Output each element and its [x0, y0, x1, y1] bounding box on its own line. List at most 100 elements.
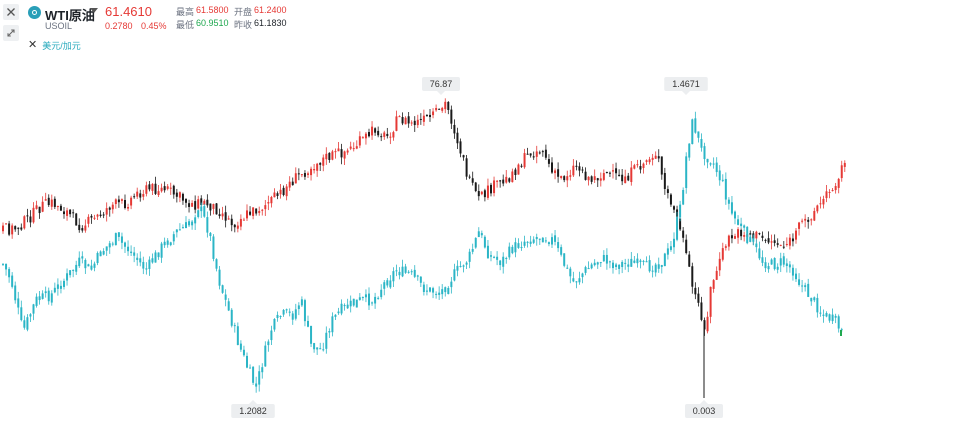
candle — [697, 293, 700, 303]
candle — [291, 181, 294, 186]
candle — [502, 179, 505, 184]
candle — [142, 261, 145, 269]
candle — [5, 223, 8, 225]
candle — [56, 206, 59, 208]
candle — [743, 225, 746, 228]
candle — [239, 218, 242, 227]
chevron-down-icon[interactable] — [90, 8, 98, 13]
candle — [422, 284, 425, 292]
close-chart-button[interactable] — [3, 4, 19, 20]
prev-close-value: 61.1830 — [254, 18, 287, 28]
candle — [776, 243, 779, 245]
candle — [307, 320, 309, 327]
candle — [779, 244, 782, 246]
open-value: 61.2400 — [254, 5, 287, 15]
candle — [746, 226, 749, 244]
candle — [502, 256, 505, 267]
remove-compare-icon[interactable]: ✕ — [28, 38, 38, 51]
candle — [560, 247, 563, 255]
candle — [813, 297, 816, 301]
candle — [645, 160, 648, 162]
candle — [191, 221, 194, 226]
candle — [602, 254, 605, 262]
candle — [788, 264, 791, 268]
candle — [843, 162, 846, 167]
candle — [648, 260, 651, 272]
candle — [398, 116, 401, 118]
candle — [807, 283, 810, 297]
candle — [139, 193, 142, 198]
candle — [483, 190, 486, 198]
candle — [758, 248, 761, 259]
candle — [221, 285, 224, 293]
candle — [480, 233, 483, 236]
usdcad-low-callout: 1.2082 — [231, 400, 275, 418]
candle — [261, 209, 264, 211]
candle — [612, 262, 614, 269]
candle — [111, 204, 114, 210]
candle — [267, 202, 270, 204]
candle — [50, 293, 53, 303]
candle — [456, 132, 459, 144]
candle — [157, 252, 160, 258]
candle — [657, 264, 660, 269]
candle — [215, 259, 218, 269]
candle — [584, 267, 587, 273]
candle — [490, 255, 492, 257]
compare-symbol-label[interactable]: 美元/加元 — [42, 40, 81, 51]
candle — [538, 238, 541, 240]
candle — [551, 237, 553, 245]
candle — [355, 146, 358, 149]
candle — [569, 268, 572, 277]
candle — [334, 151, 337, 153]
candle — [50, 199, 53, 207]
candle — [630, 258, 633, 267]
candle — [380, 136, 383, 138]
candle — [252, 366, 255, 383]
candle — [740, 229, 743, 237]
candle — [111, 243, 114, 245]
candle — [517, 164, 520, 175]
candle — [139, 258, 142, 263]
candle — [120, 236, 123, 243]
candle — [685, 239, 688, 254]
candle — [837, 316, 840, 329]
candle — [395, 116, 398, 131]
candle — [334, 314, 337, 317]
candle — [618, 264, 621, 269]
candle — [133, 196, 136, 198]
candle — [276, 193, 279, 196]
candle — [288, 181, 291, 188]
candle — [392, 271, 395, 282]
collapse-button[interactable] — [3, 25, 19, 41]
candle — [160, 187, 163, 192]
candle — [673, 238, 675, 248]
candle — [300, 174, 303, 176]
candle — [429, 114, 431, 117]
candle — [511, 171, 514, 183]
candle — [508, 178, 511, 182]
candle — [90, 215, 93, 218]
candle — [81, 228, 84, 231]
candle — [587, 268, 590, 270]
candle — [535, 151, 538, 157]
candle — [435, 293, 438, 295]
candle — [2, 225, 4, 232]
candle — [651, 157, 654, 160]
candle — [364, 133, 367, 139]
candle — [218, 269, 221, 286]
candle — [541, 237, 544, 243]
candle — [468, 176, 471, 178]
candle — [185, 199, 187, 203]
candle — [840, 165, 843, 179]
candle — [563, 176, 566, 181]
candle — [429, 287, 431, 292]
candle — [53, 198, 56, 207]
candle — [456, 265, 459, 271]
candle — [706, 316, 709, 332]
candle — [194, 217, 197, 224]
candle — [23, 320, 26, 328]
symbol-name[interactable]: WTI原油 — [45, 8, 95, 23]
candle — [337, 311, 340, 314]
